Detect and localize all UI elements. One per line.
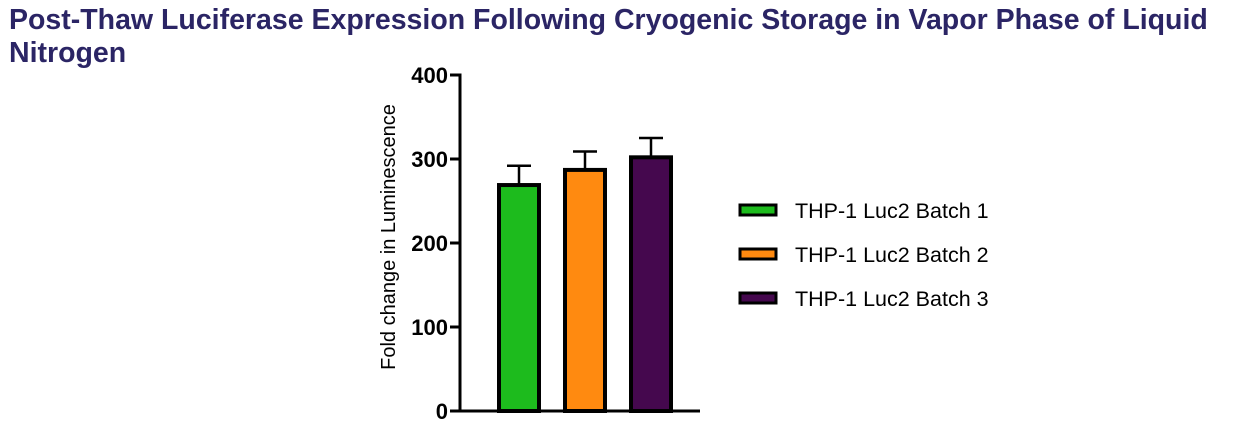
- chart-title: Post-Thaw Luciferase Expression Followin…: [9, 4, 1208, 69]
- legend-label-1: THP-1 Luc2 Batch 1: [795, 199, 989, 223]
- bar-1: [497, 183, 541, 413]
- legend-label-3: THP-1 Luc2 Batch 3: [795, 287, 989, 311]
- legend-label-2: THP-1 Luc2 Batch 2: [795, 243, 989, 267]
- legend-swatch-3: [738, 291, 778, 305]
- y-tick-label: 400: [411, 63, 448, 88]
- bar-2: [563, 167, 607, 413]
- plot-area: 0 100 200 300 400 Fold change in Luminescence: [378, 63, 700, 424]
- bar-3: [629, 155, 673, 413]
- y-axis-label: Fold change in Luminescence: [378, 104, 400, 370]
- y-tick-label: 200: [411, 231, 448, 256]
- y-tick-label: 0: [436, 399, 448, 424]
- legend: THP-1 Luc2 Batch 1 THP-1 Luc2 Batch 2 THP-…: [738, 199, 989, 311]
- legend-swatch-2: [738, 247, 778, 261]
- legend-swatch-1: [738, 203, 778, 217]
- y-tick-label: 300: [411, 147, 448, 172]
- y-tick-label: 100: [411, 315, 448, 340]
